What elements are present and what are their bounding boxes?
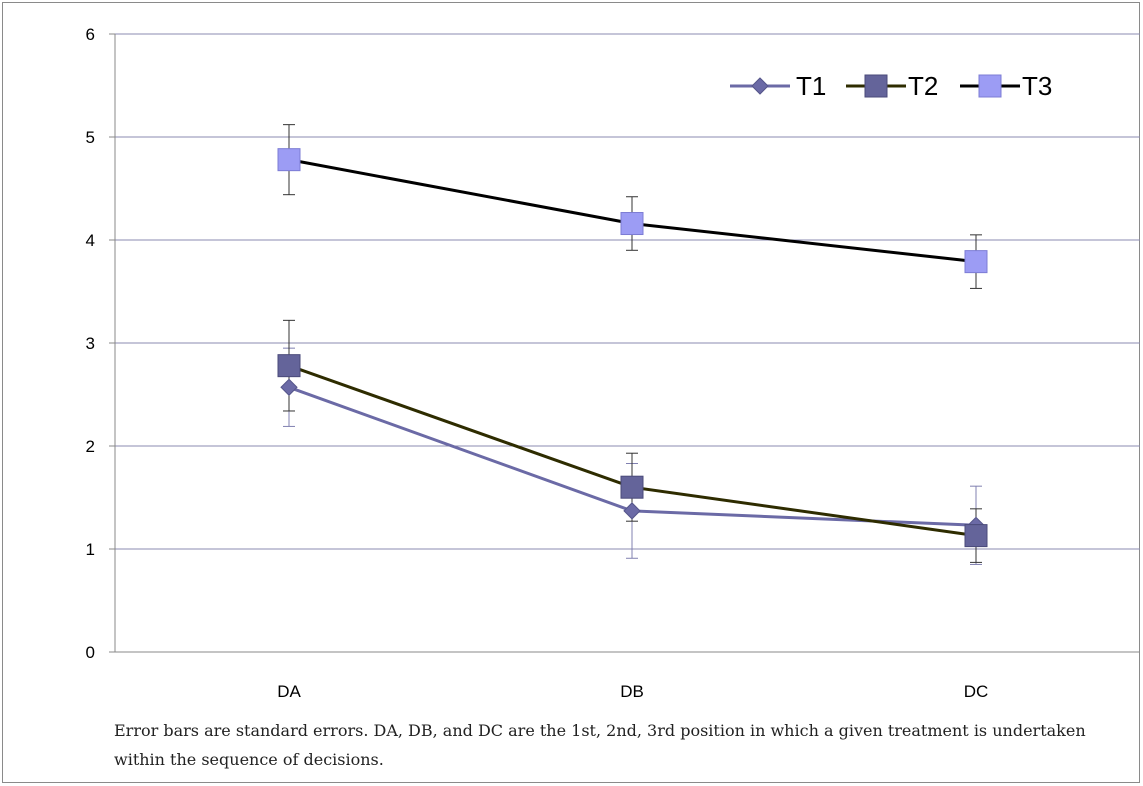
data-point [964,524,988,548]
legend-label: T1 [796,71,826,101]
y-tick-label: 3 [86,334,95,353]
x-tick-label: DB [620,682,644,701]
y-tick-label: 5 [86,128,95,147]
data-point [277,148,301,172]
data-point [964,250,988,274]
data-point [864,74,888,98]
figure-caption: Error bars are standard errors. DA, DB, … [114,721,1086,769]
x-tick-label: DA [277,682,301,701]
y-tick-label: 6 [86,25,95,44]
y-tick-label: 1 [86,540,95,559]
data-point [623,502,641,520]
legend-label: T3 [1022,71,1052,101]
data-point [620,212,644,236]
y-tick-label: 4 [86,231,95,250]
y-tick-label: 2 [86,437,95,456]
legend-label: T2 [908,71,938,101]
x-tick-label: DC [964,682,989,701]
data-point [751,77,769,95]
data-point [978,74,1002,98]
data-point [280,378,298,396]
data-point [277,354,301,378]
data-point [620,475,644,499]
y-tick-label: 0 [86,643,95,662]
